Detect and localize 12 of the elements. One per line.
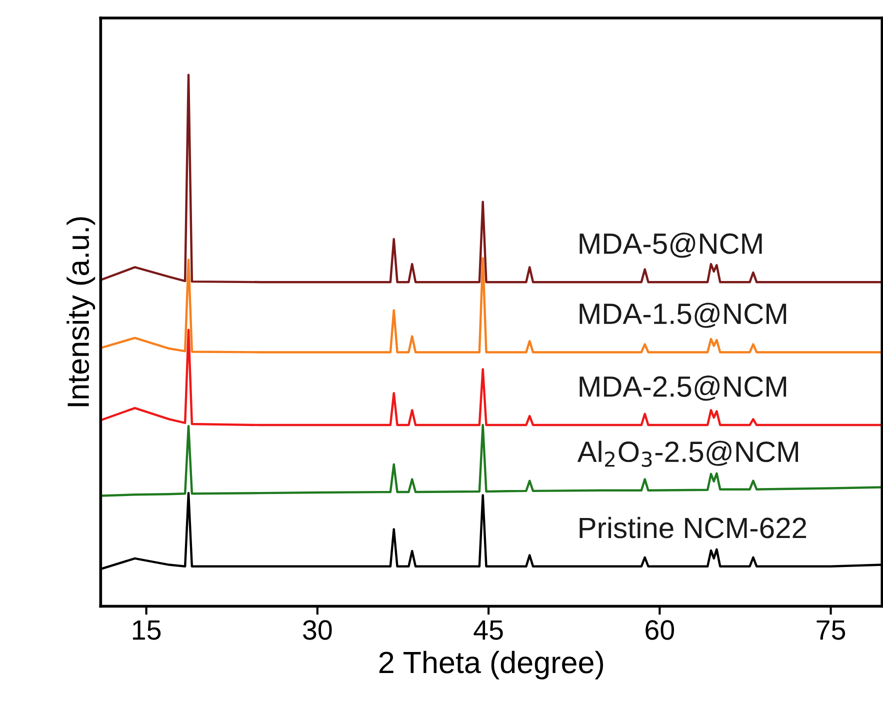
series-label: MDA-1.5@NCM bbox=[580, 302, 786, 328]
series-label: MDA-5@NCM bbox=[580, 232, 762, 258]
x-tick-label: 15 bbox=[132, 620, 161, 640]
x-axis-title: 2 Theta (degree) bbox=[379, 650, 604, 680]
series-label: Al$_{2}$O$_{3}$-2.5@NCM bbox=[577, 440, 798, 467]
x-tick-label: 45 bbox=[474, 620, 503, 640]
series-label: MDA-2.5@NCM bbox=[580, 376, 786, 401]
x-tick-label: 75 bbox=[816, 620, 846, 640]
x-tick-label: 30 bbox=[303, 620, 332, 640]
series-label: Pristine NCM-622 bbox=[580, 516, 806, 538]
x-tick-label: 60 bbox=[646, 620, 674, 640]
y-axis-title: Intensity (a.u.) bbox=[66, 217, 96, 406]
